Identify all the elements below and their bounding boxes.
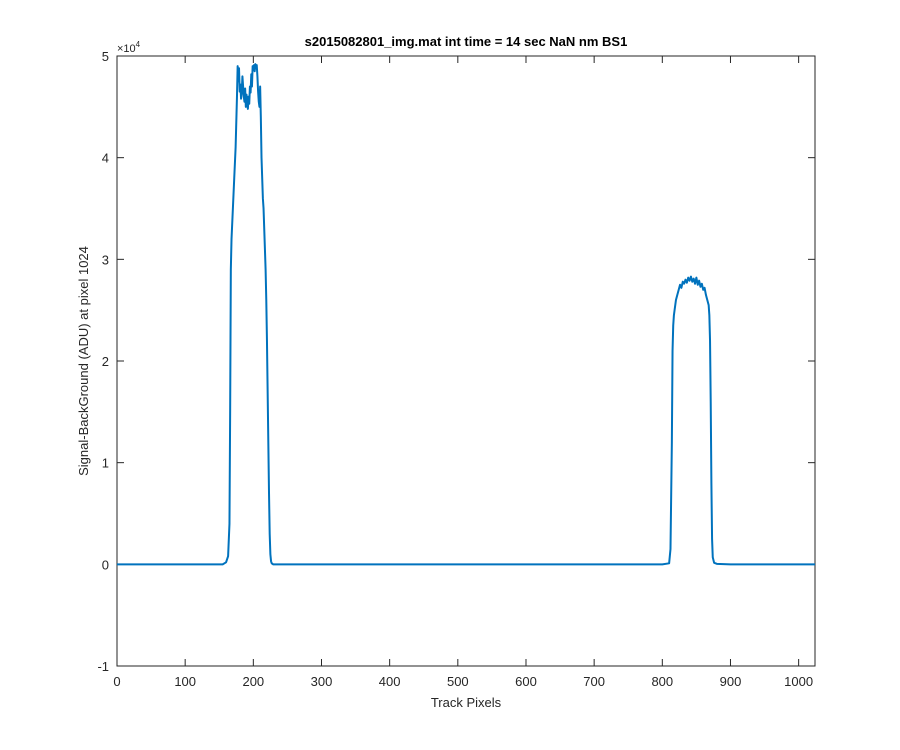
- x-tick-label: 200: [242, 674, 264, 689]
- x-tick-label: 900: [720, 674, 742, 689]
- y-tick-label: 1: [102, 456, 109, 471]
- x-tick-label: 500: [447, 674, 469, 689]
- y-axis-exponent-base: ×10: [117, 43, 136, 55]
- x-tick-label: 300: [311, 674, 333, 689]
- y-tick-label: 2: [102, 354, 109, 369]
- x-tick-label: 1000: [784, 674, 813, 689]
- y-tick-label: 4: [102, 151, 109, 166]
- y-tick-label: 0: [102, 557, 109, 572]
- y-tick-label: 5: [102, 49, 109, 64]
- x-tick-label: 0: [113, 674, 120, 689]
- y-axis-exponent-power: 4: [136, 40, 141, 49]
- y-axis-exponent: ×104: [117, 40, 141, 55]
- x-tick-label: 400: [379, 674, 401, 689]
- x-tick-label: 100: [174, 674, 196, 689]
- x-tick-label: 700: [583, 674, 605, 689]
- x-axis-label: Track Pixels: [431, 695, 502, 710]
- x-tick-label: 800: [651, 674, 673, 689]
- x-axis: 0 100 200 300 400 500 600 700 800 900 1000: [113, 56, 813, 689]
- series-line: [117, 63, 815, 566]
- chart-title: s2015082801_img.mat int time = 14 sec Na…: [305, 34, 628, 49]
- y-tick-label: -1: [97, 659, 109, 674]
- y-tick-label: 3: [102, 252, 109, 267]
- y-axis-label: Signal-BackGround (ADU) at pixel 1024: [76, 246, 91, 476]
- x-tick-label: 600: [515, 674, 537, 689]
